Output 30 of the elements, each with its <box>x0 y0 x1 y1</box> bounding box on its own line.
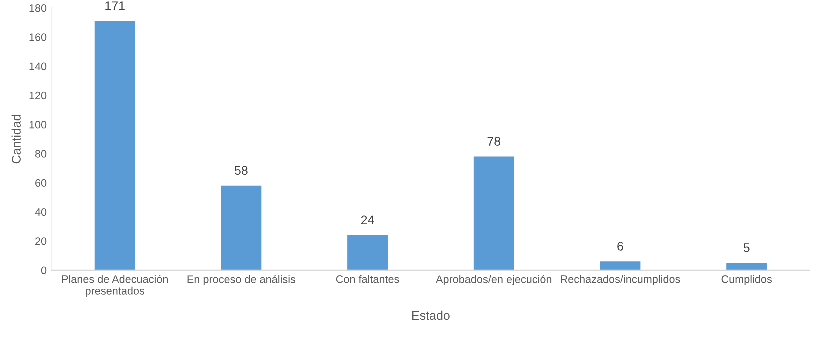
x-tick-label: En proceso de análisis <box>188 275 296 286</box>
y-tick-label: 20 <box>36 238 47 246</box>
x-tick-label: Rechazados/incumplidos <box>561 275 680 286</box>
y-tick-label: 120 <box>30 92 47 100</box>
bar <box>474 156 514 270</box>
bar <box>94 21 136 270</box>
x-tick-label: Aprobados/en ejecución <box>436 275 552 286</box>
y-tick-label: 160 <box>30 34 47 42</box>
x-tick-label: Con faltantes <box>336 275 400 284</box>
bar <box>348 235 388 270</box>
data-label: 171 <box>106 2 125 10</box>
x-axis-title: Estado <box>412 310 450 320</box>
bar <box>600 262 641 270</box>
y-tick-label: 80 <box>35 150 47 158</box>
y-tick-label: 60 <box>36 179 47 188</box>
data-label: 6 <box>618 242 624 251</box>
y-tick-label: 40 <box>35 208 47 216</box>
data-label: 24 <box>361 216 374 224</box>
data-label: 78 <box>488 137 501 146</box>
y-tick-label: 100 <box>30 121 47 129</box>
data-label: 5 <box>744 244 750 252</box>
y-axis-title: Cantidad <box>12 115 21 164</box>
y-tick-label: 140 <box>30 62 47 70</box>
bar <box>726 263 768 270</box>
x-tick-label: Planes de Adecuación presentados <box>62 275 168 298</box>
y-tick-label: 0 <box>41 266 47 274</box>
y-tick-label: 180 <box>30 4 47 12</box>
x-tick-label: Cumplidos <box>722 275 772 286</box>
bar <box>221 186 262 270</box>
data-label: 58 <box>234 166 248 176</box>
